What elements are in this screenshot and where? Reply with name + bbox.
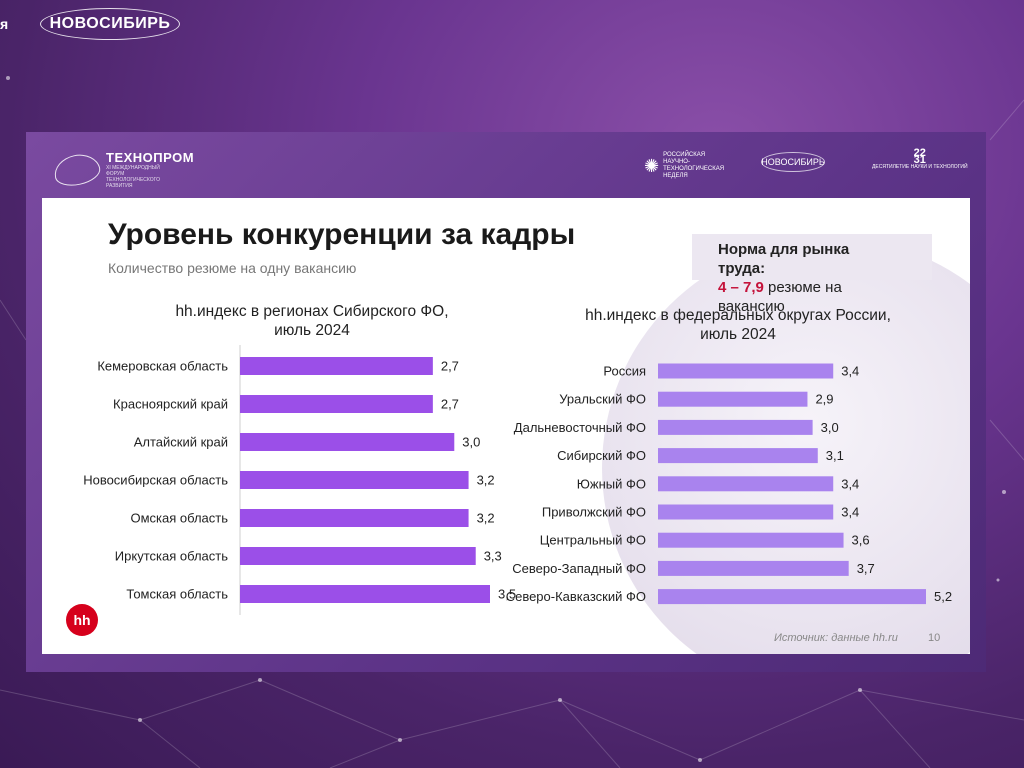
left-bar — [240, 471, 469, 489]
technoprom-logo: ТЕХНОПРОМ XI МЕЖДУНАРОДНЫЙ ФОРУМ ТЕХНОЛО… — [51, 150, 195, 189]
right-bar-chart: Россия 3,4 Уральский ФО 2,9 Дальневосточный … — [506, 363, 952, 605]
right-bar — [658, 391, 808, 407]
left-bar — [240, 357, 433, 375]
norm-line-1: Норма для рынка — [718, 241, 850, 258]
norm-box: Норма для рынка труда: 4 – 7,9 резюме на… — [692, 234, 932, 315]
right-category-label: Россия — [603, 364, 646, 379]
right-value-label: 3,6 — [852, 533, 870, 548]
left-chart-title-line2: июль 2024 — [274, 322, 350, 339]
norm-suffix: резюме на — [763, 279, 842, 296]
left-value-label: 3,3 — [484, 549, 502, 564]
left-bar — [240, 585, 490, 603]
left-bar-chart: Кемеровская область 2,7 Красноярский край 2… — [83, 345, 516, 615]
right-chart-title-line2: июль 2024 — [700, 326, 776, 343]
right-bar — [658, 589, 926, 605]
hh-logo: hh — [66, 604, 98, 636]
right-bar — [658, 363, 834, 379]
decade-logo-mid: 31 — [913, 154, 926, 166]
right-category-label: Центральный ФО — [540, 533, 646, 548]
right-bar — [658, 476, 834, 492]
page-number: 10 — [928, 632, 941, 644]
page-title: Уровень конкуренции за кадры — [108, 218, 576, 251]
right-value-label: 3,4 — [841, 505, 859, 520]
left-value-label: 2,7 — [441, 359, 459, 374]
right-bar — [658, 504, 834, 520]
novosibir-header-logo: НОВОСИБИРЬ — [761, 152, 825, 172]
right-category-label: Уральский ФО — [559, 392, 646, 407]
right-bar — [658, 419, 813, 435]
edge-text: я — [0, 16, 9, 32]
right-value-label: 2,9 — [815, 392, 833, 407]
left-category-label: Иркутская область — [115, 549, 228, 564]
novosibir-logo: НОВОСИБИРЬ — [40, 8, 180, 40]
right-value-label: 3,0 — [821, 420, 839, 435]
left-chart-title: hh.индекс в регионах Сибирского ФО, июль… — [152, 302, 472, 340]
slide-header: ТЕХНОПРОМ XI МЕЖДУНАРОДНЫЙ ФОРУМ ТЕХНОЛО… — [26, 132, 986, 198]
left-value-label: 3,2 — [477, 511, 495, 526]
technoprom-mark-icon — [51, 150, 103, 189]
left-value-label: 3,2 — [477, 473, 495, 488]
atom-icon: ✺ — [644, 156, 660, 176]
norm-line-2: труда: — [718, 260, 766, 277]
left-category-label: Новосибирская область — [83, 473, 228, 488]
left-bar — [240, 547, 476, 565]
left-category-label: Кемеровская область — [97, 359, 228, 374]
page-subtitle: Количество резюме на одну вакансию — [108, 260, 357, 276]
left-category-label: Томская область — [126, 587, 228, 602]
right-chart-title-line1: hh.индекс в федеральных округах России, — [585, 307, 891, 324]
right-bar — [658, 448, 818, 464]
left-bar — [240, 395, 433, 413]
science-week-logo: ✺ РОССИЙСКАЯ НАУЧНО-ТЕХНОЛОГИЧЕСКАЯ НЕДЕ… — [644, 152, 733, 180]
right-category-label: Южный ФО — [577, 476, 646, 491]
presentation-slide: ТЕХНОПРОМ XI МЕЖДУНАРОДНЫЙ ФОРУМ ТЕХНОЛО… — [26, 132, 986, 672]
left-value-label: 3,0 — [462, 435, 480, 450]
left-category-label: Красноярский край — [113, 397, 228, 412]
right-category-label: Дальневосточный ФО — [514, 420, 646, 435]
left-value-label: 2,7 — [441, 397, 459, 412]
right-value-label: 5,2 — [934, 589, 952, 604]
norm-range: 4 – 7,9 — [718, 279, 764, 296]
right-category-label: Северо-Западный ФО — [512, 561, 646, 576]
left-category-label: Алтайский край — [134, 435, 228, 450]
content-panel: Уровень конкуренции за кадры Количество … — [42, 198, 970, 654]
right-bar — [658, 532, 844, 548]
right-chart-title: hh.индекс в федеральных округах России, … — [558, 306, 918, 344]
right-bar — [658, 560, 849, 576]
right-category-label: Северо-Кавказский ФО — [506, 589, 646, 604]
decade-logo-sub: ДЕСЯТИЛЕТИЕ НАУКИ И ТЕХНОЛОГИЙ — [872, 164, 968, 170]
decade-logo-top: 22 — [913, 147, 926, 159]
right-category-label: Приволжский ФО — [542, 505, 646, 520]
charts-area: Кемеровская область 2,7 Красноярский край 2… — [83, 345, 952, 615]
right-value-label: 3,1 — [826, 448, 844, 463]
norm-line-4: вакансию — [718, 298, 785, 315]
left-bar — [240, 509, 469, 527]
left-chart-title-line1: hh.индекс в регионах Сибирского ФО, — [175, 303, 449, 320]
left-category-label: Омская область — [130, 511, 228, 526]
technoprom-name: ТЕХНОПРОМ — [106, 150, 195, 165]
right-value-label: 3,4 — [841, 364, 859, 379]
decade-logo: 22 31 ДЕСЯТИЛЕТИЕ НАУКИ И ТЕХНОЛОГИЙ — [872, 147, 968, 171]
science-week-text: РОССИЙСКАЯ НАУЧНО-ТЕХНОЛОГИЧЕСКАЯ НЕДЕЛЯ — [663, 152, 725, 179]
left-value-label: 3,5 — [498, 587, 516, 602]
technoprom-subtitle: XI МЕЖДУНАРОДНЫЙ ФОРУМ ТЕХНОЛОГИЧЕСКОГО … — [106, 165, 160, 189]
source-note: Источник: данные hh.ru — [774, 632, 898, 644]
left-bar — [240, 433, 455, 451]
right-value-label: 3,7 — [857, 561, 875, 576]
right-category-label: Сибирский ФО — [557, 448, 646, 463]
right-value-label: 3,4 — [841, 476, 859, 491]
